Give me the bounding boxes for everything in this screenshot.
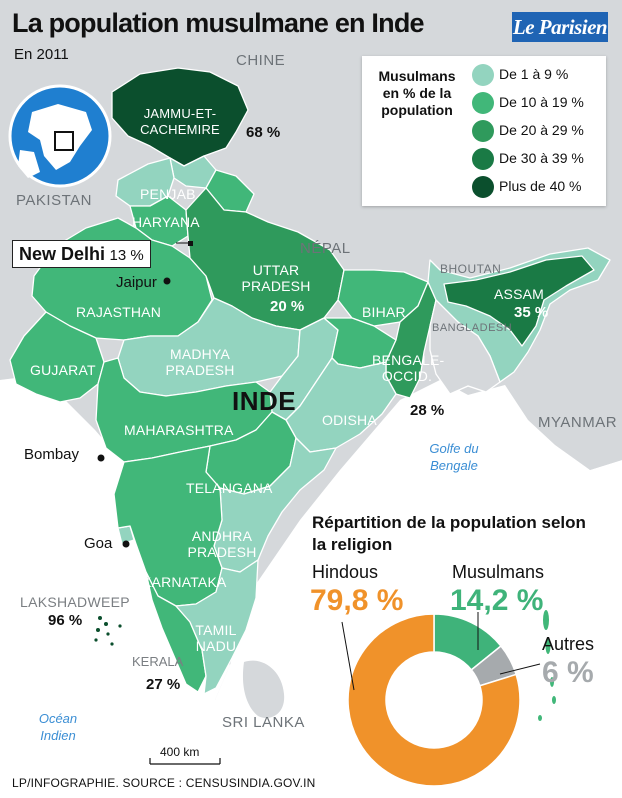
andaman-islands — [538, 610, 556, 721]
land-myanmar — [520, 330, 622, 470]
legend-label: De 10 à 19 % — [499, 94, 584, 110]
religion-value-hindous: 79,8 % — [310, 584, 404, 617]
state-jammu — [111, 67, 249, 167]
golfe-bengale-label: Golfe du Bengale — [429, 441, 479, 473]
scale-bar — [149, 758, 221, 765]
new-delhi-pct: 13 % — [109, 247, 144, 264]
footer-source: LP/INFOGRAPHIE. SOURCE : CENSUSINDIA.GOV… — [12, 776, 316, 790]
city-jaipur: Jaipur — [116, 274, 157, 291]
page-subtitle: En 2011 — [14, 46, 69, 63]
legend: Musulmans en % de la population De 1 à 9… — [362, 56, 606, 206]
state-assam-label: ASSAM — [494, 286, 545, 302]
state-odisha-label: ODISHA — [322, 412, 377, 428]
religion-label-musulmans: Musulmans — [452, 562, 545, 582]
state-bengale-pct: 28 % — [410, 402, 445, 419]
state-telangana-label: TELANGANA — [186, 480, 273, 496]
state-kerala-label: KERALA — [132, 654, 184, 669]
state-gujarat-label: GUJARAT — [30, 362, 96, 378]
sea-east — [0, 380, 622, 798]
legend-swatch-1 — [472, 64, 494, 86]
state-bihar-label: BIHAR — [362, 304, 406, 320]
state-haryana-label: HARYANA — [132, 214, 200, 230]
state-jammu-label: JAMMU-ET-CACHEMIRE — [140, 106, 220, 137]
leader-hindous — [341, 621, 355, 691]
jaipur-marker — [163, 277, 171, 285]
religion-label-hindous: Hindous — [312, 562, 379, 582]
religion-value-musulmans: 14,2 % — [450, 584, 544, 617]
country-pakistan: PAKISTAN — [16, 192, 92, 209]
scale-label: 400 km — [160, 745, 200, 759]
land-bangladesh — [429, 298, 501, 395]
legend-swatch-4 — [472, 148, 494, 170]
legend-label: De 30 à 39 % — [499, 150, 584, 166]
city-goa: Goa — [84, 535, 113, 552]
legend-swatch-3 — [472, 120, 494, 142]
state-uttar-label: UTTAR PRADESH — [241, 262, 311, 294]
state-assam — [443, 255, 595, 347]
legend-title: Musulmans en % de la population — [378, 68, 456, 118]
country-china: CHINE — [236, 52, 286, 69]
globe-locator — [8, 84, 112, 188]
country-bangladesh: BANGLADESH — [432, 322, 513, 334]
religion-label-autres: Autres — [542, 634, 595, 654]
ocean-indien-label: Océan Indien — [38, 711, 78, 743]
leader-autres — [499, 663, 541, 675]
country-myanmar: MYANMAR — [538, 414, 618, 431]
state-bengale-label: BENGALE-OCCID. — [372, 352, 445, 384]
country-srilanka: SRI LANKA — [222, 714, 305, 731]
religion-donut — [347, 613, 521, 787]
city-bombay: Bombay — [24, 446, 80, 463]
state-penjab-label: PENJAB — [140, 186, 196, 202]
state-jammu-pct: 68 % — [246, 124, 281, 141]
legend-label: De 20 à 29 % — [499, 122, 584, 138]
new-delhi-label: New Delhi — [19, 244, 106, 264]
country-nepal: NÉPAL — [300, 240, 351, 257]
new-delhi-callout: New Delhi 13 % — [12, 240, 151, 268]
state-tamil-label: TAMIL NADU — [195, 622, 237, 654]
land-sri-lanka — [242, 660, 285, 718]
legend-swatch-5 — [472, 176, 494, 198]
delhi-marker — [188, 241, 193, 246]
goa-marker — [122, 540, 130, 548]
religion-value-autres: 6 % — [542, 656, 594, 689]
page-title: La population musulmane en Inde — [12, 8, 425, 38]
state-kerala-pct: 27 % — [146, 676, 181, 693]
state-madhya-label: MADHYA PRADESH — [165, 346, 235, 378]
lakshadweep-islands — [94, 616, 122, 646]
state-andhra-label: ANDHRA PRADESH — [187, 528, 257, 560]
bombay-marker — [97, 454, 105, 462]
state-tamil — [175, 559, 259, 695]
state-uttar-pct: 20 % — [270, 298, 305, 315]
lakshadweep-label: LAKSHADWEEP — [20, 594, 130, 610]
legend-label: Plus de 40 % — [499, 178, 582, 194]
state-kerala — [145, 571, 207, 693]
state-karnataka-label: KARNATAKA — [142, 574, 227, 590]
country-india: INDE — [232, 386, 297, 416]
legend-label: De 1 à 9 % — [499, 66, 569, 82]
state-assam-pct: 35 % — [514, 304, 549, 321]
religion-chart-title: Répartition de la population selon la re… — [312, 513, 586, 554]
state-rajasthan-label: RAJASTHAN — [76, 304, 162, 320]
lakshadweep-pct: 96 % — [48, 612, 83, 629]
donut-slice-hindous — [347, 613, 521, 787]
le-parisien-logo: Le Parisien — [512, 12, 608, 42]
state-maharashtra-label: MAHARASHTRA — [124, 422, 234, 438]
country-bhutan: BHOUTAN — [440, 262, 502, 276]
legend-swatch-2 — [472, 92, 494, 114]
